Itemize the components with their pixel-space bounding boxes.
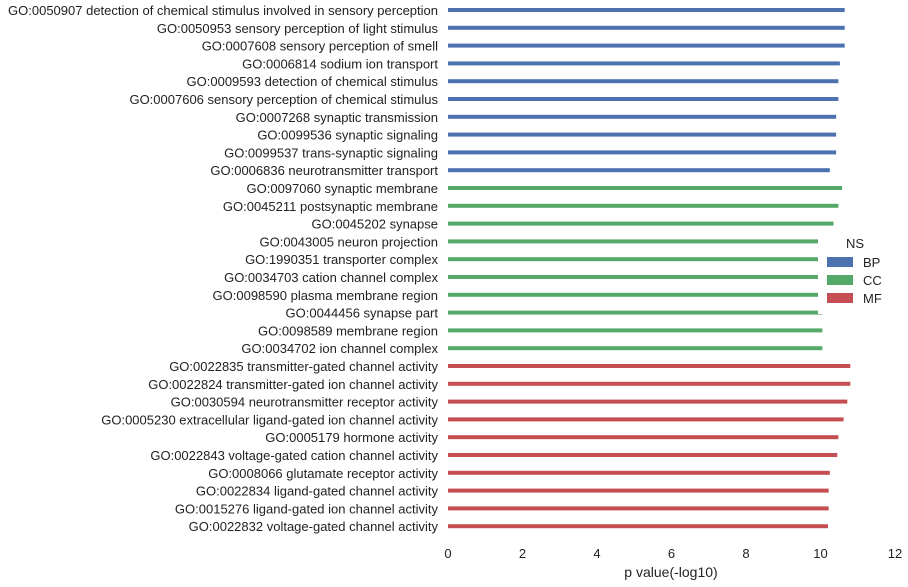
- category-label: GO:0007606 sensory perception of chemica…: [129, 92, 438, 107]
- category-label: GO:0008066 glutamate receptor activity: [208, 466, 438, 481]
- category-label: GO:0007608 sensory perception of smell: [202, 39, 438, 54]
- bar: [448, 275, 829, 279]
- bar: [448, 61, 840, 66]
- category-label: GO:0097060 synaptic membrane: [247, 181, 439, 196]
- bar: [448, 488, 829, 493]
- bar: [448, 132, 837, 137]
- x-tick-label: 6: [668, 546, 675, 561]
- bar: [448, 150, 837, 155]
- category-label: GO:0005179 hormone activity: [265, 430, 438, 445]
- bar: [448, 168, 830, 173]
- x-tick-label: 12: [888, 546, 902, 561]
- bar: [448, 43, 845, 48]
- bar: [448, 8, 845, 12]
- category-label: GO:0007268 synaptic transmission: [236, 110, 438, 125]
- bar: [448, 97, 839, 101]
- category-label: GO:0098590 plasma membrane region: [213, 288, 438, 303]
- bar: [448, 399, 848, 404]
- x-tick-label: 10: [813, 546, 827, 561]
- bar: [448, 328, 823, 333]
- bar: [448, 186, 843, 190]
- category-label: GO:0034702 ion channel complex: [241, 341, 438, 356]
- bar: [448, 292, 825, 297]
- category-label: GO:0006814 sodium ion transport: [242, 56, 438, 71]
- bar: [448, 25, 845, 30]
- category-label: GO:0015276 ligand-gated ion channel acti…: [175, 501, 439, 516]
- category-label: GO:0043005 neuron projection: [259, 234, 438, 249]
- legend-title: NS: [846, 236, 864, 251]
- legend-label: MF: [863, 291, 882, 306]
- bar: [448, 203, 839, 208]
- category-label: GO:0050907 detection of chemical stimulu…: [8, 3, 438, 18]
- category-label: GO:0005230 extracellular ligand-gated io…: [101, 412, 438, 427]
- x-tick-label: 4: [593, 546, 600, 561]
- category-label: GO:0098589 membrane region: [258, 323, 438, 338]
- category-label: GO:0009593 detection of chemical stimulu…: [187, 74, 439, 89]
- x-tick-label: 8: [742, 546, 749, 561]
- category-label: GO:0050953 sensory perception of light s…: [157, 21, 439, 36]
- legend-label: BP: [863, 255, 880, 270]
- x-axis-title: p value(-log10): [624, 564, 717, 580]
- legend-swatch: [827, 293, 853, 303]
- bar: [448, 239, 831, 244]
- bar: [448, 524, 828, 529]
- bar: [448, 506, 829, 511]
- category-label: GO:0034703 cation channel complex: [224, 270, 438, 285]
- bar: [448, 114, 837, 119]
- category-label: GO:0022835 transmitter-gated channel act…: [169, 359, 438, 374]
- category-label: GO:0045202 synapse: [312, 217, 438, 232]
- bar: [448, 453, 838, 457]
- legend-swatch: [827, 275, 853, 285]
- bar: [448, 257, 829, 262]
- legend: NS BP CC MF: [818, 234, 908, 314]
- bar: [448, 381, 851, 386]
- category-label: GO:1990351 transporter complex: [245, 252, 438, 267]
- legend-swatch: [827, 257, 853, 267]
- category-label: GO:0022843 voltage-gated cation channel …: [150, 448, 438, 463]
- legend-label: CC: [863, 273, 882, 288]
- bar: [448, 435, 839, 440]
- bar: [448, 364, 851, 368]
- bar: [448, 417, 844, 422]
- category-label: GO:0045211 postsynaptic membrane: [223, 199, 438, 214]
- category-label: GO:0099537 trans-synaptic signaling: [224, 145, 438, 160]
- category-label: GO:0044456 synapse part: [286, 306, 439, 321]
- bar: [448, 79, 839, 84]
- category-label: GO:0030594 neurotransmitter receptor act…: [171, 395, 439, 410]
- x-axis-ticks: 0 2 4 6 8 10 12: [444, 546, 902, 561]
- bar: [448, 221, 834, 226]
- bar: [448, 346, 823, 351]
- x-tick-label: 2: [519, 546, 526, 561]
- bar: [448, 470, 830, 475]
- category-label: GO:0022824 transmitter-gated ion channel…: [148, 377, 438, 392]
- bar: [448, 310, 823, 315]
- category-label: GO:0022834 ligand-gated channel activity: [196, 484, 439, 499]
- category-label: GO:0022832 voltage-gated channel activit…: [189, 519, 439, 534]
- category-label: GO:0099536 synaptic signaling: [257, 128, 438, 143]
- category-labels: GO:0050907 detection of chemical stimulu…: [8, 3, 438, 534]
- x-tick-label: 0: [444, 546, 451, 561]
- category-label: GO:0006836 neurotransmitter transport: [210, 163, 438, 178]
- bars-layer: [448, 8, 851, 529]
